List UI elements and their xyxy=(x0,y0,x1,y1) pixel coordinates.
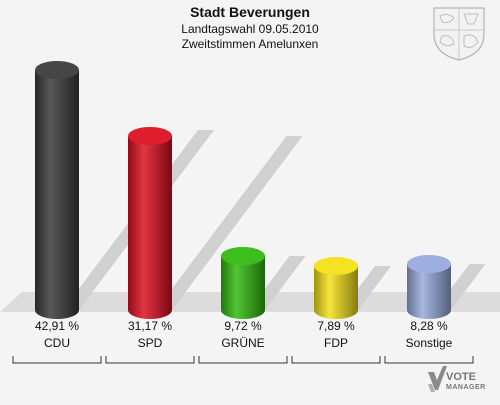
value-label: 7,89 % xyxy=(317,319,355,333)
chart-subtitle-district: Zweitstimmen Amelunxen xyxy=(181,37,319,51)
bar-grne[interactable] xyxy=(221,256,265,319)
labels-group: 42,91 % CDU 31,17 % SPD 9,72 % GRÜNE 7,89 % FDP… xyxy=(12,319,474,364)
bar-spd[interactable] xyxy=(128,136,172,319)
value-label: 42,91 % xyxy=(35,319,79,333)
bar-shadow xyxy=(156,136,303,310)
bar-top-0 xyxy=(35,61,79,79)
value-label: 31,17 % xyxy=(128,319,172,333)
value-label: 9,72 % xyxy=(224,319,262,333)
category-label: GRÜNE xyxy=(221,336,264,350)
bars-group xyxy=(35,61,486,319)
bar-top-2 xyxy=(221,247,265,265)
vote-manager-logo-line1: VOTE xyxy=(446,371,476,383)
vote-manager-logo-icon xyxy=(428,366,447,392)
category-bracket xyxy=(105,356,195,364)
chart-lower-background xyxy=(0,312,500,400)
category-label: SPD xyxy=(138,336,163,350)
category-bracket xyxy=(198,356,288,364)
chart-subtitle-election: Landtagswahl 09.05.2010 xyxy=(181,22,319,36)
category-bracket xyxy=(384,356,474,364)
category-bracket xyxy=(291,356,381,364)
chart-title: Stadt Beverungen xyxy=(190,4,310,20)
category-label: Sonstige xyxy=(406,336,453,350)
category-bracket xyxy=(12,356,102,364)
vote-manager-logo-line2: MANAGER xyxy=(446,384,486,391)
bar-fdp[interactable] xyxy=(314,266,358,319)
value-label: 8,28 % xyxy=(410,319,448,333)
bar-sonstige[interactable] xyxy=(407,264,451,319)
coat-of-arms-icon xyxy=(433,7,485,61)
bar-top-3 xyxy=(314,257,358,275)
category-label: CDU xyxy=(44,336,70,350)
bar-top-1 xyxy=(128,127,172,145)
chart-background xyxy=(0,292,500,400)
bar-cdu[interactable] xyxy=(35,70,79,319)
bar-top-4 xyxy=(407,255,451,273)
category-label: FDP xyxy=(324,336,348,350)
